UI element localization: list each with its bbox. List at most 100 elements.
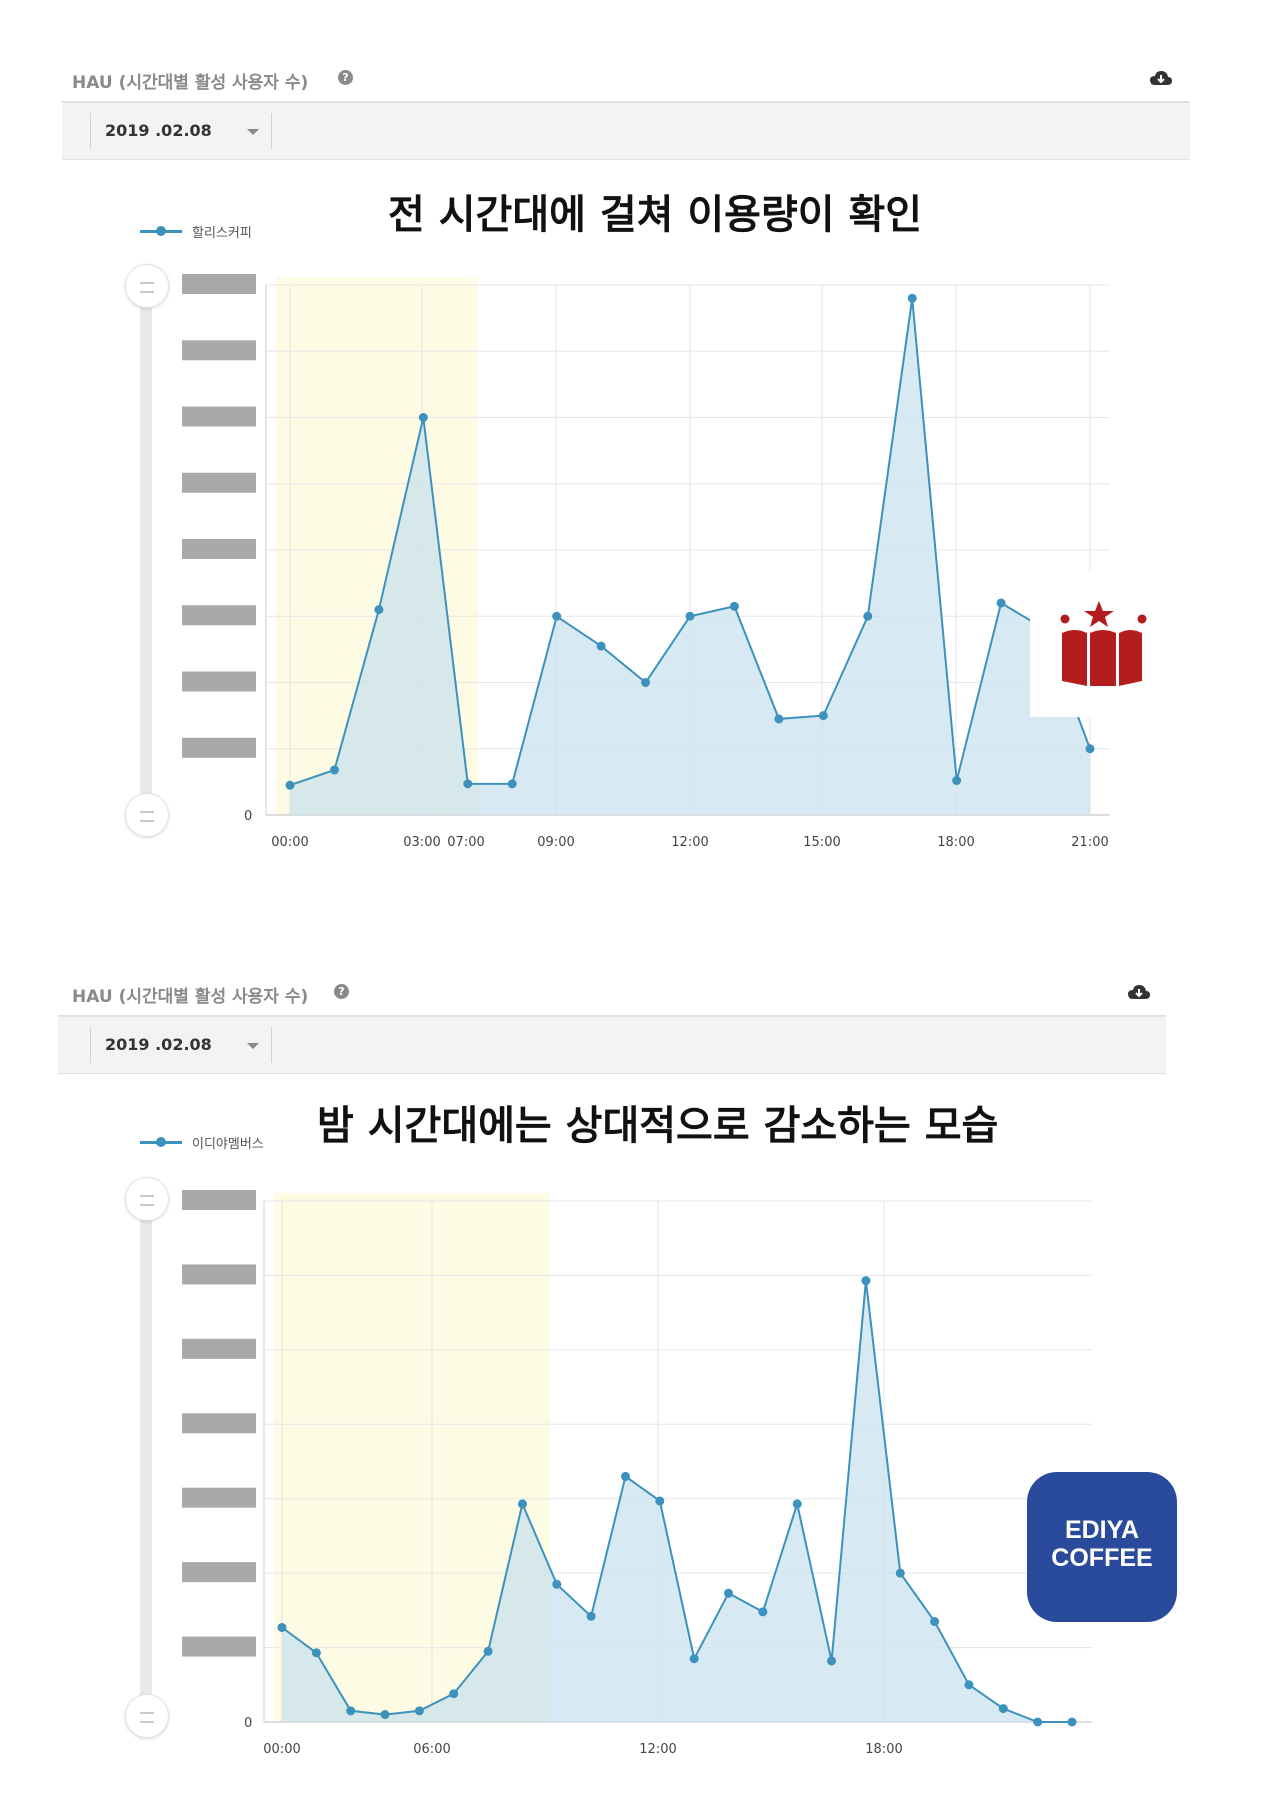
- headline: 전 시간대에 걸쳐 이용량이 확인: [388, 192, 923, 238]
- data-point: [374, 605, 384, 615]
- panel-title: HAU (시간대별 활성 사용자 수): [72, 73, 309, 93]
- data-point: [586, 1611, 596, 1621]
- data-point: [685, 611, 695, 621]
- redacted-y-tick-label: [182, 274, 256, 294]
- date-select[interactable]: 2019 .02.08: [90, 113, 272, 149]
- data-point: [1067, 1717, 1077, 1727]
- y-tick-label-zero: 0: [244, 809, 252, 824]
- range-slider-handle-top[interactable]: [125, 1177, 169, 1221]
- x-tick-label: 06:00: [413, 1742, 450, 1757]
- legend-label: 할리스커피: [192, 226, 252, 241]
- data-point: [620, 1471, 630, 1481]
- date-select-value: 2019 .02.08: [105, 1035, 212, 1054]
- ediya-logo: EDIYA COFFEE: [1027, 1472, 1177, 1622]
- hau-panel-1: HAU (시간대별 활성 사용자 수) ? 2019 .02.08 전 시간대에…: [0, 0, 1280, 860]
- redacted-y-tick-label: [182, 539, 256, 559]
- data-point: [996, 598, 1006, 608]
- logo-text-line-2: COFFEE: [1051, 1544, 1153, 1572]
- data-point: [758, 1607, 768, 1617]
- data-point: [517, 1499, 527, 1509]
- data-point: [792, 1499, 802, 1509]
- crown-logo-icon: [1030, 571, 1150, 717]
- date-select[interactable]: 2019 .02.08: [90, 1027, 272, 1063]
- toolbar: 2019 .02.08: [58, 1015, 1166, 1074]
- redacted-y-tick-label: [182, 406, 256, 427]
- x-tick-label: 15:00: [803, 835, 840, 850]
- redacted-y-tick-label: [182, 737, 256, 758]
- cloud-download-icon[interactable]: [1128, 984, 1150, 1000]
- range-slider-handle-top[interactable]: [125, 264, 169, 308]
- data-point: [277, 1622, 287, 1632]
- data-point: [907, 293, 917, 303]
- redacted-y-tick-label: [182, 1338, 256, 1359]
- data-point: [930, 1617, 940, 1627]
- data-point: [1085, 744, 1095, 754]
- data-point: [724, 1588, 734, 1598]
- data-point: [964, 1680, 974, 1690]
- redacted-y-tick-label: [182, 1264, 256, 1285]
- data-point: [380, 1710, 390, 1720]
- toolbar: 2019 .02.08: [62, 101, 1190, 160]
- legend-marker: [156, 226, 166, 236]
- help-icon[interactable]: ?: [338, 70, 353, 85]
- cloud-download-icon[interactable]: [1150, 70, 1172, 86]
- data-point: [552, 1579, 562, 1589]
- data-point: [863, 611, 873, 621]
- data-point: [774, 714, 784, 724]
- x-tick-label: 07:00: [447, 835, 484, 850]
- legend-label: 이디야멤버스: [192, 1137, 264, 1152]
- data-point: [689, 1654, 699, 1664]
- range-slider-track[interactable]: [140, 1198, 152, 1718]
- x-tick-label: 12:00: [671, 835, 708, 850]
- x-tick-label: 18:00: [937, 835, 974, 850]
- redacted-y-tick-label: [182, 671, 256, 692]
- data-point: [449, 1689, 459, 1699]
- redacted-y-tick-label: [182, 1636, 256, 1657]
- logo-text-line-1: EDIYA: [1064, 1516, 1140, 1544]
- data-point: [414, 1706, 424, 1716]
- redacted-y-tick-label: [182, 340, 256, 361]
- x-tick-label: 03:00: [403, 835, 440, 850]
- panel-title: HAU (시간대별 활성 사용자 수): [72, 987, 309, 1007]
- series-area: [282, 1280, 1072, 1722]
- headline: 밤 시간대에는 상대적으로 감소하는 모습: [317, 1103, 999, 1149]
- y-tick-label-zero: 0: [244, 1716, 252, 1731]
- data-point: [596, 641, 606, 651]
- chart-area-1: 0 00:00 03:00 07:00 09:00 12:00 15:00 18:00 21:0…: [182, 274, 1110, 850]
- redacted-y-tick-label: [182, 1413, 256, 1434]
- redacted-y-tick-label: [182, 1562, 256, 1583]
- data-point: [729, 601, 739, 611]
- data-point: [861, 1276, 871, 1286]
- data-point: [998, 1704, 1008, 1714]
- redacted-y-tick-label: [182, 1190, 256, 1210]
- chevron-down-icon: [247, 129, 259, 135]
- redacted-y-tick-label: [182, 605, 256, 626]
- data-point: [483, 1646, 493, 1656]
- x-tick-label: 00:00: [263, 1742, 300, 1757]
- data-point: [655, 1496, 665, 1506]
- data-point: [329, 765, 339, 775]
- help-icon[interactable]: ?: [334, 984, 349, 999]
- legend-marker: [156, 1137, 166, 1147]
- data-point: [827, 1656, 837, 1666]
- x-tick-label: 12:00: [639, 1742, 676, 1757]
- range-slider-handle-bottom[interactable]: [125, 793, 169, 837]
- range-slider-track[interactable]: [140, 286, 152, 810]
- x-tick-label: 18:00: [865, 1742, 902, 1757]
- data-point: [311, 1648, 321, 1658]
- series-area: [290, 298, 1090, 815]
- data-point: [552, 611, 562, 621]
- data-point: [952, 776, 962, 786]
- data-point: [507, 779, 517, 789]
- redacted-y-tick-label: [182, 1487, 256, 1508]
- data-point: [895, 1568, 905, 1578]
- data-point: [641, 678, 651, 687]
- chevron-down-icon: [247, 1043, 259, 1049]
- range-slider-handle-bottom[interactable]: [125, 1694, 169, 1738]
- redacted-y-tick-label: [182, 472, 256, 493]
- x-tick-label: 09:00: [537, 835, 574, 850]
- data-point: [818, 711, 828, 721]
- data-point: [463, 779, 473, 789]
